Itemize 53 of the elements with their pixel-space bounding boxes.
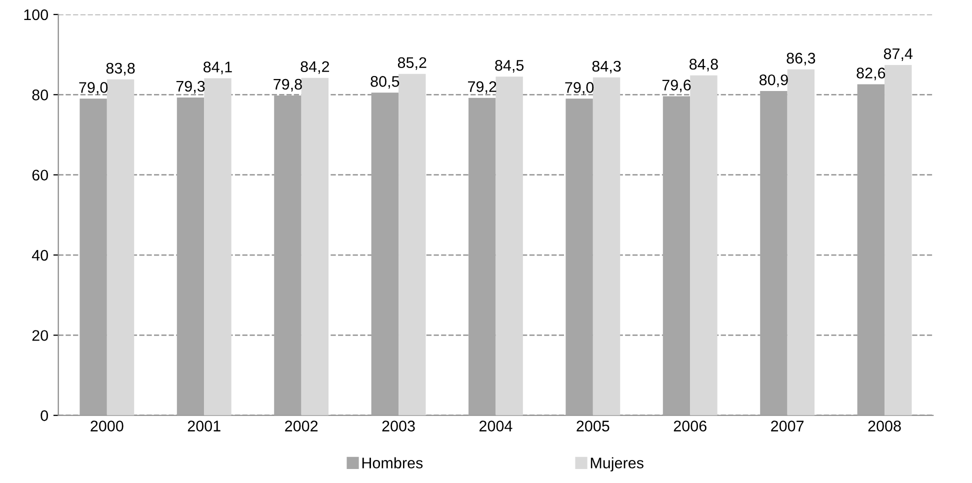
bar xyxy=(690,75,718,416)
x-tick-label: 2007 xyxy=(771,420,804,432)
bar xyxy=(468,98,496,416)
y-tick-label: 100 xyxy=(24,9,48,20)
x-tick-label: 2006 xyxy=(674,420,706,432)
data-label: 82,6 xyxy=(856,68,886,80)
x-tick-label: 2001 xyxy=(188,420,220,432)
data-label: 85,2 xyxy=(398,57,426,70)
y-tick-label: 20 xyxy=(32,330,48,341)
x-tick-label: 2008 xyxy=(868,420,901,432)
bar xyxy=(566,98,593,416)
bar xyxy=(371,92,399,416)
legend-label: Mujeres xyxy=(590,457,644,472)
data-label: 79,0 xyxy=(79,82,108,95)
y-tick-label: 60 xyxy=(32,170,48,181)
bar xyxy=(106,79,134,416)
y-tick-label: 80 xyxy=(32,90,48,100)
data-label: 80,9 xyxy=(760,74,788,88)
data-label: 83,8 xyxy=(106,62,135,76)
bar xyxy=(398,74,426,416)
data-label: 79,3 xyxy=(176,80,205,94)
bar xyxy=(496,76,523,416)
bar xyxy=(884,65,912,416)
data-label: 84,8 xyxy=(690,58,718,72)
bar xyxy=(787,69,815,416)
x-tick-label: 2000 xyxy=(90,420,124,432)
bar xyxy=(204,78,232,416)
x-tick-label: 2005 xyxy=(576,420,610,432)
data-label: 80,5 xyxy=(370,76,400,89)
bar xyxy=(857,84,885,416)
legend-label: Hombres xyxy=(362,457,423,468)
y-tick-label: 40 xyxy=(32,250,48,261)
y-tick-label: 0 xyxy=(40,410,48,422)
x-tick-label: 2002 xyxy=(285,420,318,432)
data-label: 79,8 xyxy=(274,78,302,92)
bar xyxy=(274,95,302,416)
data-label: 84,5 xyxy=(495,60,524,73)
data-label: 79,2 xyxy=(468,81,496,94)
data-label: 79,0 xyxy=(565,82,594,95)
bar xyxy=(662,96,690,416)
bar xyxy=(760,91,788,416)
x-tick-label: 2004 xyxy=(479,420,512,432)
bar xyxy=(301,78,329,416)
x-tick-label: 2003 xyxy=(382,420,415,432)
bar xyxy=(176,97,204,416)
data-label: 79,6 xyxy=(662,80,691,92)
data-label: 87,4 xyxy=(884,48,913,62)
data-label: 84,1 xyxy=(204,62,232,74)
data-label: 84,2 xyxy=(300,61,330,74)
data-label: 86,3 xyxy=(786,52,816,66)
data-label: 84,3 xyxy=(592,60,621,74)
bar xyxy=(80,98,107,416)
bar xyxy=(592,77,620,416)
